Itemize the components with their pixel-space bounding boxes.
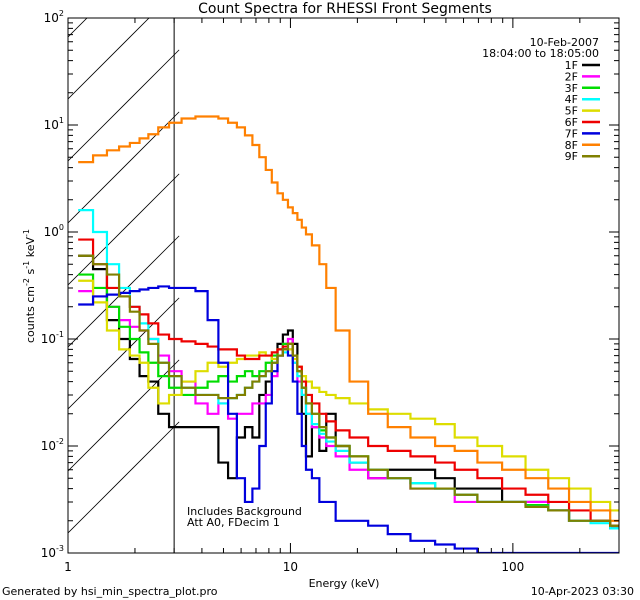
annotation-background: Includes Background (187, 505, 302, 518)
legend-label-9F: 9F (565, 150, 578, 163)
series-line-2F (78, 290, 619, 527)
legend-label-5F: 5F (565, 105, 578, 118)
series-group (78, 115, 619, 553)
series-line-7F (78, 285, 619, 553)
hatch-lines (68, 18, 180, 534)
time-range-label: 18:04:00 to 18:05:00 (482, 47, 599, 60)
x-tick-marks (67, 18, 620, 553)
legend-label-6F: 6F (565, 116, 578, 129)
x-axis: 1 10 100 (64, 18, 620, 574)
series-line-8F (78, 115, 619, 522)
series-line-5F (78, 279, 619, 512)
chart-title: Count Spectra for RHESSI Front Segments (198, 1, 492, 17)
x-tick-label: 10 (283, 560, 298, 574)
series-line-3F (78, 273, 619, 527)
y-tick-label: 10-2 (41, 437, 64, 453)
hatched-region (68, 18, 180, 553)
y-tick-marks (68, 22, 619, 554)
legend-label-7F: 7F (565, 127, 578, 140)
x-axis-label: Energy (keV) (309, 577, 380, 590)
x-tick-label: 1 (64, 560, 72, 574)
annotation-attenuator: Att A0, FDecim 1 (187, 516, 280, 529)
y-tick-label: 10-1 (41, 330, 64, 346)
y-tick-label: 102 (44, 9, 64, 25)
y-tick-label: 100 (44, 223, 64, 239)
y-tick-label: 10-3 (41, 544, 64, 560)
legend-label-3F: 3F (565, 82, 578, 95)
y-tick-label: 101 (44, 116, 64, 132)
plot-frame (67, 17, 620, 554)
legend-label-4F: 4F (565, 93, 578, 106)
y-axis: 102 101 100 10-1 10-2 10-3 (41, 9, 619, 560)
legend-label-8F: 8F (565, 139, 578, 152)
legend-label-1F: 1F (565, 59, 578, 72)
series-line-1F (78, 254, 619, 530)
series-line-4F (78, 209, 619, 530)
legend-label-2F: 2F (565, 70, 578, 83)
y-axis-label: counts cm-2 s-1 keV-1 (22, 229, 37, 343)
footer-generated-by: Generated by hsi_min_spectra_plot.pro (2, 585, 218, 598)
series-line-9F (78, 254, 619, 527)
x-tick-label: 100 (501, 560, 524, 574)
footer-timestamp: 10-Apr-2023 03:30 (531, 585, 634, 598)
date-label: 10-Feb-2007 (530, 36, 599, 49)
